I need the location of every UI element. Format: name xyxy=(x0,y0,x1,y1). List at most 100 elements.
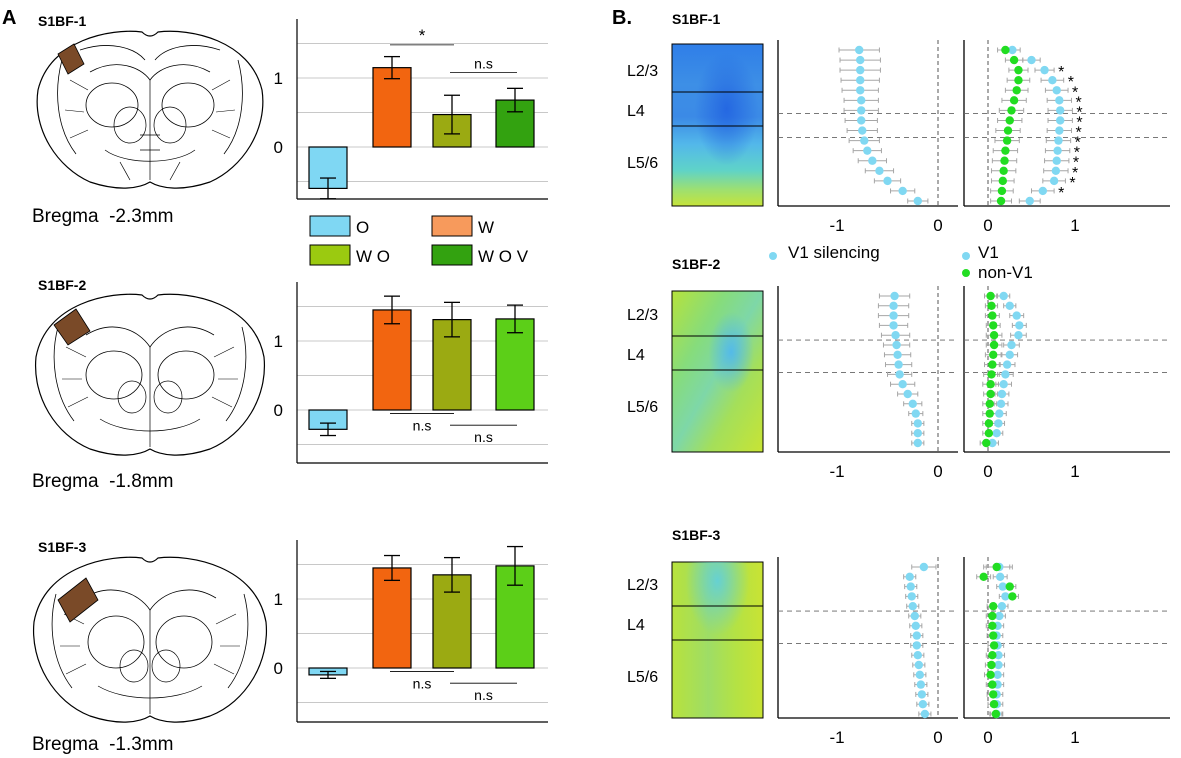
data-point xyxy=(856,65,865,75)
data-point xyxy=(1014,331,1023,340)
data-point xyxy=(1001,45,1010,55)
y-tick-label: 1 xyxy=(274,332,283,351)
bar-legend: O W W O W O V xyxy=(309,215,529,266)
data-point xyxy=(868,156,877,165)
data-point xyxy=(856,55,865,65)
data-point xyxy=(1055,126,1064,135)
data-point xyxy=(920,709,930,719)
x-tick-label: 1 xyxy=(1070,216,1079,235)
profile-plot-s1bf-3-silencing: -1 0 xyxy=(777,557,958,747)
data-point xyxy=(907,592,916,601)
layer-label-l4-2: L4 xyxy=(627,347,645,364)
data-point xyxy=(1048,76,1057,85)
data-point xyxy=(895,370,904,379)
data-point xyxy=(890,291,899,301)
legend-label-v1-silencing: V1 silencing xyxy=(788,243,880,262)
region-title-b3: S1BF-3 xyxy=(672,527,720,543)
data-point xyxy=(883,176,892,186)
data-point xyxy=(856,76,865,85)
data-point xyxy=(996,399,1006,408)
data-point xyxy=(987,370,996,379)
data-point xyxy=(989,641,999,650)
data-point xyxy=(914,660,924,670)
data-point xyxy=(1008,45,1017,55)
data-point xyxy=(905,572,914,581)
y-tick-label: 0 xyxy=(274,138,283,157)
data-point xyxy=(1003,126,1013,135)
data-point xyxy=(1009,55,1019,65)
data-point xyxy=(1052,156,1061,165)
brain-slice-1 xyxy=(36,30,264,189)
data-point xyxy=(913,196,922,206)
legend-swatch-o xyxy=(309,215,351,237)
data-point xyxy=(898,380,907,389)
data-point xyxy=(898,186,907,196)
significance-star: * xyxy=(1073,155,1079,172)
legend-label-wov: W O V xyxy=(478,247,529,266)
data-point xyxy=(919,562,929,572)
data-point xyxy=(982,438,991,448)
data-point xyxy=(913,419,922,428)
data-point xyxy=(893,350,902,359)
data-point xyxy=(894,360,903,369)
data-point xyxy=(988,611,997,621)
data-point xyxy=(860,136,869,145)
legend-dot-v1-silencing xyxy=(769,252,777,260)
data-point xyxy=(988,438,997,448)
data-point xyxy=(1056,116,1065,125)
brain-slice-2 xyxy=(34,293,266,456)
data-point xyxy=(1007,340,1016,350)
data-point xyxy=(918,700,928,709)
data-point xyxy=(1014,76,1023,85)
data-point xyxy=(1056,106,1065,115)
data-point xyxy=(992,429,1001,438)
layer-label-l23-2: L2/3 xyxy=(627,307,658,324)
data-point xyxy=(1001,370,1010,379)
bar-w-o-v xyxy=(495,318,535,411)
data-point xyxy=(1009,96,1019,105)
data-point xyxy=(1012,311,1021,320)
data-point xyxy=(986,291,995,301)
data-point xyxy=(991,709,1001,719)
bregma-label-3: Bregma -1.3mm xyxy=(32,734,173,755)
data-point xyxy=(997,602,1007,611)
data-point xyxy=(999,291,1008,301)
data-point xyxy=(913,651,922,660)
data-point xyxy=(1005,301,1014,310)
significance-label: n.s xyxy=(413,675,432,691)
data-point xyxy=(989,331,999,340)
data-point xyxy=(889,321,898,330)
data-point xyxy=(989,321,998,330)
profile-plot-s1bf-1-silencing: -1 0 xyxy=(777,40,958,235)
region-title-b2: S1BF-2 xyxy=(672,256,720,272)
data-point xyxy=(891,331,900,340)
x-tick-label: 0 xyxy=(933,462,942,481)
data-point xyxy=(892,340,901,350)
data-point xyxy=(989,631,998,640)
layer-label-l23-1: L2/3 xyxy=(627,63,658,80)
heatmap-s1bf-1 xyxy=(671,43,764,207)
panel-letter-b: B. xyxy=(612,7,632,29)
data-point xyxy=(987,301,996,310)
significance-star: * xyxy=(1076,104,1082,121)
x-tick-label: 0 xyxy=(933,728,942,747)
data-point xyxy=(986,380,995,389)
data-point xyxy=(988,621,997,630)
data-point xyxy=(997,186,1007,196)
profile-legend: V1 silencing V1 non-V1 xyxy=(769,243,1033,282)
data-point xyxy=(1007,106,1016,115)
bar-w xyxy=(372,309,412,411)
legend-label-wo: W O xyxy=(356,247,390,266)
data-point xyxy=(993,670,1002,679)
x-tick-label: 1 xyxy=(1070,728,1079,747)
data-point xyxy=(994,651,1003,660)
data-point xyxy=(875,166,884,175)
legend-dot-nonv1 xyxy=(962,269,970,277)
heatmap-s1bf-3 xyxy=(671,561,764,719)
x-tick-label: 0 xyxy=(983,462,992,481)
data-point xyxy=(857,106,866,115)
bar-w xyxy=(372,567,412,669)
layer-label-l23-3: L2/3 xyxy=(627,577,658,594)
data-point xyxy=(998,176,1007,186)
data-point xyxy=(989,602,998,611)
